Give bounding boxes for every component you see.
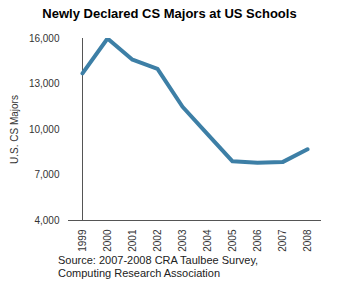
svg-text:2006: 2006 bbox=[252, 229, 263, 252]
svg-text:U.S. CS Majors: U.S. CS Majors bbox=[9, 95, 20, 164]
svg-text:16,000: 16,000 bbox=[29, 33, 60, 44]
svg-text:2008: 2008 bbox=[302, 229, 313, 252]
svg-text:2007: 2007 bbox=[277, 229, 288, 252]
svg-text:2005: 2005 bbox=[227, 229, 238, 252]
svg-text:7,000: 7,000 bbox=[34, 169, 59, 180]
svg-text:2003: 2003 bbox=[177, 229, 188, 252]
html-text:Source: 2007-2008 CRA Taulbee: Source: 2007-2008 CRA Taulbee Survey, bbox=[58, 254, 259, 266]
svg-text:2004: 2004 bbox=[202, 229, 213, 252]
svg-text:10,000: 10,000 bbox=[29, 124, 60, 135]
html-text:Newly Declared CS Majors at US: Newly Declared CS Majors at US Schools bbox=[42, 6, 297, 21]
svg-text:1999: 1999 bbox=[77, 229, 88, 252]
svg-text:13,000: 13,000 bbox=[29, 78, 60, 89]
svg-text:2001: 2001 bbox=[127, 229, 138, 252]
svg-text:4,000: 4,000 bbox=[34, 215, 59, 226]
html-text:Computing Research Association: Computing Research Association bbox=[58, 267, 220, 279]
svg-text:2002: 2002 bbox=[152, 229, 163, 252]
svg-text:2000: 2000 bbox=[102, 229, 113, 252]
